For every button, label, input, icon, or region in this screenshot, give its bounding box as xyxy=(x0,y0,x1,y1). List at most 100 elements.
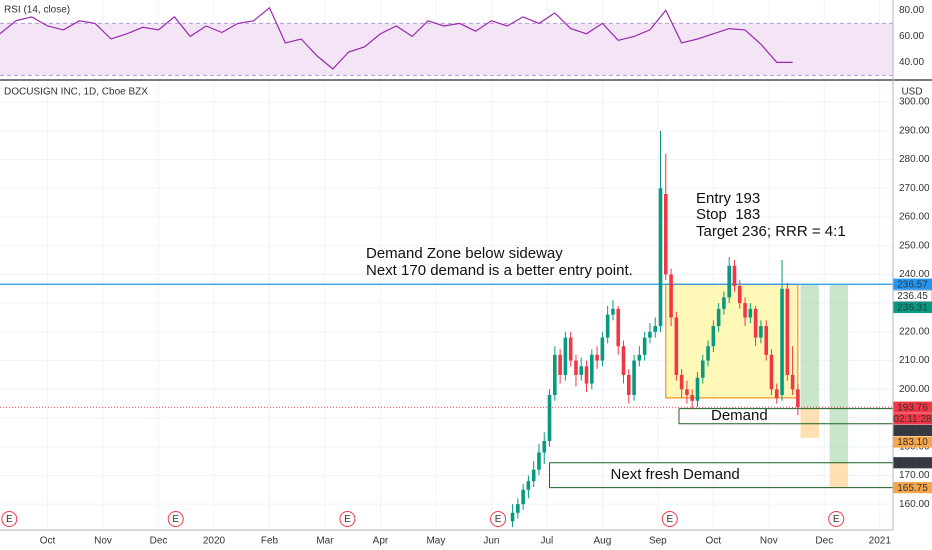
x-tick-label: Oct xyxy=(706,536,722,547)
annotation: Stop 183 xyxy=(696,206,760,223)
x-tick-label: Dec xyxy=(150,536,168,547)
candle-body xyxy=(526,481,531,490)
candle-body xyxy=(590,354,594,384)
y-tick-label: 160.00 xyxy=(899,499,930,510)
candle-body xyxy=(727,265,731,298)
candle-body xyxy=(711,326,716,347)
back-layer xyxy=(0,0,893,530)
earnings-marker xyxy=(828,511,845,527)
sideway-zone xyxy=(665,283,799,399)
x-tick-label: Dec xyxy=(815,536,833,547)
candle-body xyxy=(611,308,615,315)
candle-body xyxy=(600,337,605,361)
price-label-box xyxy=(893,457,932,469)
candle-body xyxy=(769,354,774,390)
candle-body xyxy=(553,354,557,396)
rsi-band xyxy=(0,23,893,76)
price-label: 236.57 xyxy=(897,279,928,290)
annotation: Entry 193 xyxy=(696,190,760,207)
x-tick-label: Sep xyxy=(649,536,667,547)
price-label: 236.31 xyxy=(897,303,928,314)
earnings-label: E xyxy=(495,514,502,525)
rsi-tick-label: 80.00 xyxy=(899,5,924,16)
y-tick-label: 220.00 xyxy=(899,326,930,337)
price-label-box xyxy=(893,436,932,448)
candle-body xyxy=(658,188,663,327)
candle-body xyxy=(690,395,695,401)
x-tick-label: 2021 xyxy=(869,536,892,547)
x-tick-label: Nov xyxy=(760,536,778,547)
candle-body xyxy=(674,317,679,375)
y-tick-label: 210.00 xyxy=(899,355,930,366)
earnings-label: E xyxy=(6,514,13,525)
stop-zone xyxy=(800,408,820,438)
candle-body xyxy=(542,440,547,453)
y-tick-label: 300.00 xyxy=(899,97,930,108)
earnings-label: E xyxy=(172,514,179,525)
x-tick-label: Mar xyxy=(316,536,334,547)
candle-body xyxy=(732,265,737,286)
earnings-marker xyxy=(490,511,507,527)
y-tick-label: 200.00 xyxy=(899,384,930,395)
candle-body xyxy=(759,326,763,338)
x-tick-label: Nov xyxy=(94,536,112,547)
candle-body xyxy=(679,374,684,390)
candle-body xyxy=(743,303,747,318)
y-tick-label: 280.00 xyxy=(899,154,930,165)
candle-body xyxy=(637,354,642,361)
candle-body xyxy=(537,452,541,470)
price-label-box xyxy=(893,301,932,314)
front-layer: Oct Nov Dec 2020 Feb Mar Apr May Jun Jul Aug Sep Oct… xyxy=(1,5,932,547)
candle-body xyxy=(616,308,621,347)
earnings-marker xyxy=(339,511,356,527)
candle-body xyxy=(510,512,515,522)
countdown: 02:11:28 xyxy=(893,414,932,425)
candle-body xyxy=(669,274,673,318)
zone-label: Next fresh Demand xyxy=(611,466,740,483)
x-tick-label: Jun xyxy=(483,536,499,547)
target-zone xyxy=(829,285,849,463)
x-tick-label: May xyxy=(426,536,445,547)
candle-body xyxy=(632,360,636,396)
price-label: 193.76 xyxy=(897,402,928,413)
y-tick-label: 250.00 xyxy=(899,240,930,251)
x-tick-label: Feb xyxy=(261,536,279,547)
rsi-tick-label: 40.00 xyxy=(899,57,924,68)
candle-body xyxy=(737,285,742,304)
candle-body xyxy=(574,360,578,375)
candle-body xyxy=(568,337,573,361)
candle-body xyxy=(642,337,647,355)
annotation: Next 170 demand is a better entry point. xyxy=(366,262,633,279)
candle-body xyxy=(648,331,652,338)
mid-layer xyxy=(0,6,893,528)
y-tick-label: 170.00 xyxy=(899,470,930,481)
price-label: 193.27 xyxy=(897,426,928,437)
candle-body xyxy=(516,504,520,513)
annotation: Demand Zone below sideway xyxy=(366,245,563,262)
candle-body xyxy=(700,360,705,378)
price-label-box xyxy=(893,401,932,413)
y-tick-label: 270.00 xyxy=(899,183,930,194)
earnings-label: E xyxy=(833,514,840,525)
earnings-marker xyxy=(661,511,678,527)
candle-body xyxy=(584,366,589,384)
zone-label: Demand xyxy=(711,407,768,424)
candle-body xyxy=(722,297,726,309)
candle-body xyxy=(521,489,525,505)
annotation: Target 236; RRR = 4:1 xyxy=(696,223,846,240)
rsi-line xyxy=(0,6,793,70)
candle-body xyxy=(558,354,562,375)
stop-zone xyxy=(829,462,849,488)
candle-body xyxy=(753,308,758,338)
candle-body xyxy=(796,389,800,408)
y-tick-label: 290.00 xyxy=(899,125,930,136)
x-tick-label: 2020 xyxy=(203,536,226,547)
x-tick-label: Apr xyxy=(373,536,389,547)
candle-body xyxy=(663,194,668,275)
candle-body xyxy=(563,337,568,375)
candle-body xyxy=(595,354,599,361)
rsi-title: RSI (14, close) xyxy=(4,5,70,16)
countdown-box xyxy=(893,413,932,425)
